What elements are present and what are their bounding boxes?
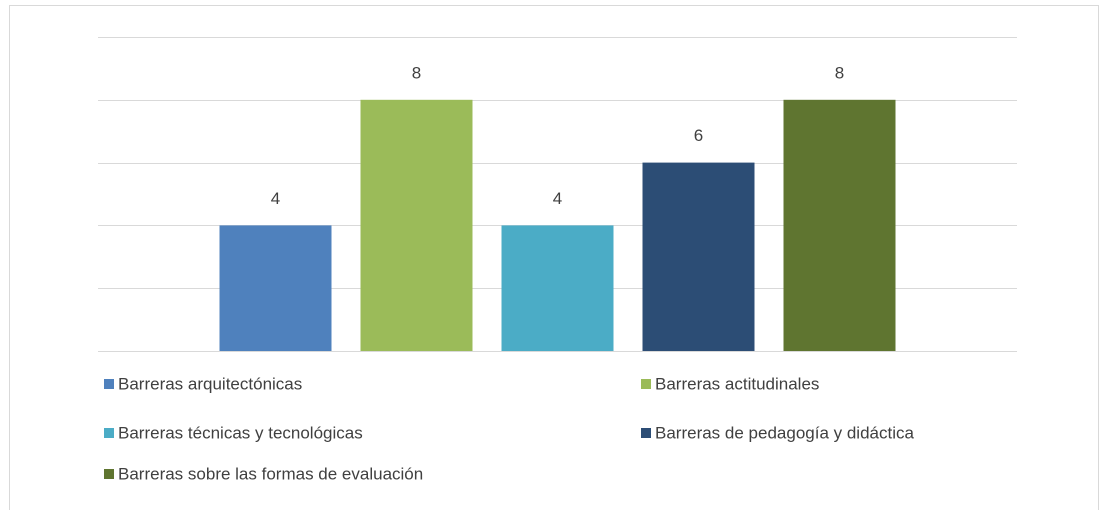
- legend-swatch: [104, 379, 114, 389]
- bar: [783, 99, 896, 351]
- data-label: 4: [553, 189, 562, 208]
- legend-swatch: [641, 428, 651, 438]
- legend-label: Barreras sobre las formas de evaluación: [118, 464, 423, 483]
- legend-swatch: [641, 379, 651, 389]
- legend-label: Barreras arquitectónicas: [118, 374, 302, 393]
- bar: [219, 225, 332, 351]
- data-label: 6: [694, 126, 703, 145]
- legend-label: Barreras actitudinales: [655, 374, 819, 393]
- bar: [642, 162, 755, 351]
- bar: [360, 99, 473, 351]
- data-label: 8: [412, 63, 421, 82]
- data-label: 8: [835, 63, 844, 82]
- data-label: 4: [271, 189, 280, 208]
- bar: [501, 225, 614, 351]
- legend-label: Barreras de pedagogía y didáctica: [655, 423, 914, 442]
- legend-swatch: [104, 469, 114, 479]
- legend-label: Barreras técnicas y tecnológicas: [118, 423, 363, 442]
- chart-frame: [9, 5, 1099, 510]
- legend-swatch: [104, 428, 114, 438]
